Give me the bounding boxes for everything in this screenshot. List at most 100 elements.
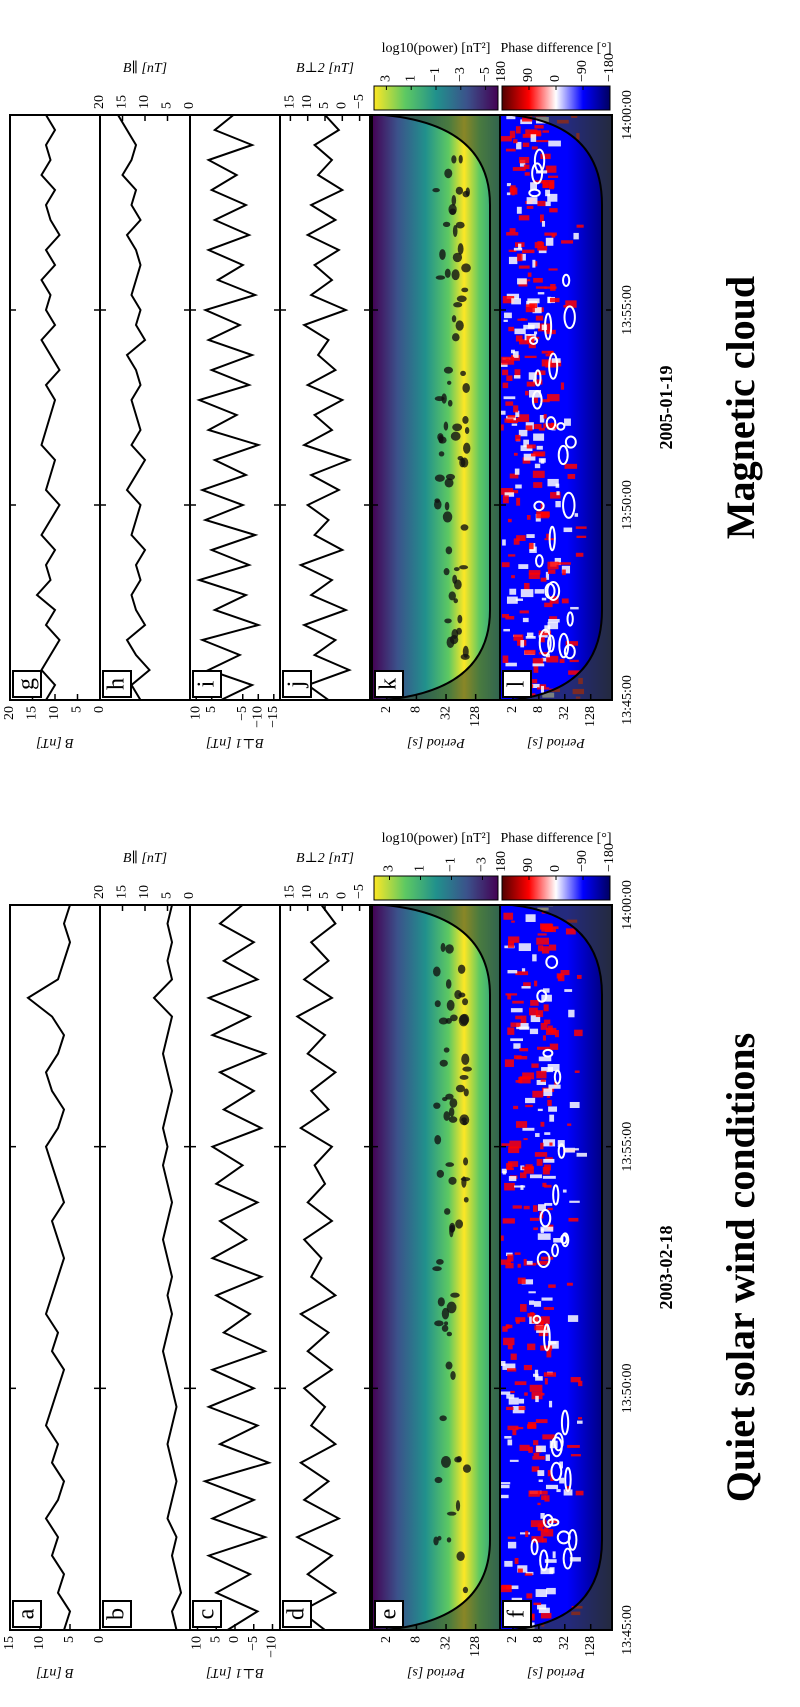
y-tick-label: 128	[583, 706, 598, 727]
contour	[447, 399, 453, 407]
phase-patch	[506, 183, 511, 187]
phase-patch	[532, 954, 537, 962]
date: 2003-02-18	[656, 1226, 676, 1310]
phase-patch	[517, 1263, 521, 1268]
phase-patch	[559, 1477, 565, 1484]
phase-patch	[534, 1152, 548, 1157]
panel: −180 −90 0 90 180 Phase difference [°] 2 8 32 128…	[494, 41, 617, 750]
phase-patch	[505, 993, 518, 996]
contour	[548, 525, 556, 552]
y-axis-label: Period [s]	[527, 1665, 586, 1680]
contour	[452, 224, 458, 237]
phase-patch	[513, 634, 524, 641]
phase-patch	[523, 1138, 528, 1141]
contour	[463, 1088, 469, 1097]
colorbar-tick-label: −1	[428, 67, 443, 82]
phase-patch	[503, 628, 510, 632]
phase-patch	[525, 304, 535, 313]
y-tick-label: 8	[531, 706, 546, 713]
contour	[446, 1301, 457, 1314]
contour	[444, 618, 452, 624]
phase-patch	[532, 1455, 545, 1460]
phase-patch	[542, 1175, 556, 1179]
phase-patch	[531, 1063, 539, 1068]
phase-patch	[507, 1541, 517, 1549]
contour	[532, 1314, 542, 1324]
phase-patch	[505, 148, 516, 152]
phase-patch	[552, 1551, 556, 1559]
contour	[449, 1098, 458, 1108]
contour	[445, 944, 454, 954]
phase-patch	[518, 265, 530, 269]
y-tick-label: 10	[190, 1636, 205, 1650]
phase-patch	[517, 278, 527, 285]
phase-patch	[546, 655, 559, 663]
phase-patch	[504, 312, 512, 319]
contour	[445, 979, 452, 989]
phase-patch	[523, 164, 530, 170]
contour	[553, 1069, 562, 1085]
phase-patch	[575, 1490, 584, 1496]
phase-patch	[537, 292, 545, 295]
y-axis-label: B⊥1 [nT]	[206, 1665, 264, 1680]
contour	[563, 305, 576, 330]
phase-patch	[523, 1364, 533, 1371]
contour	[566, 611, 574, 627]
phase-patch	[540, 153, 551, 160]
contour	[455, 1500, 461, 1512]
phase-patch	[537, 1233, 551, 1240]
phase-patch	[543, 1307, 554, 1310]
phase-patch	[549, 1142, 553, 1146]
phase-patch	[559, 658, 565, 663]
phase-patch	[515, 971, 529, 976]
colorbar-tick-label: 180	[494, 61, 509, 82]
colorbar-label: Phase difference [°]	[500, 831, 611, 846]
phase-patch	[561, 598, 569, 604]
phase-patch	[527, 1424, 532, 1429]
phase-patch	[524, 355, 537, 359]
phase-patch	[548, 140, 561, 147]
contour	[462, 1464, 472, 1473]
contour	[457, 243, 464, 255]
phase-patch	[576, 1152, 587, 1157]
phase-patch	[500, 1361, 506, 1366]
contour	[442, 511, 453, 523]
panel-frame	[499, 904, 613, 1631]
phase-patch	[521, 1166, 534, 1170]
phase-patch	[519, 610, 529, 614]
contour	[436, 1169, 445, 1178]
x-tick-label: 13:50:00	[620, 480, 635, 530]
phase-patch	[533, 331, 538, 335]
phase-patch	[500, 1482, 511, 1485]
phase-patch	[541, 1067, 554, 1073]
phase-patch	[541, 1256, 554, 1260]
phase-patch	[525, 914, 536, 922]
contour	[457, 456, 464, 461]
contour	[463, 1157, 469, 1166]
phase-patch	[526, 205, 534, 209]
y-tick-label: 10	[137, 95, 152, 109]
contour	[439, 249, 446, 260]
phase-patch	[532, 658, 544, 665]
phase-patch	[569, 1200, 580, 1203]
phase-patch	[540, 577, 547, 582]
contour	[463, 1196, 469, 1203]
phase-patch	[510, 1022, 521, 1027]
y-tick-label: 0	[182, 102, 197, 109]
phase-patch	[514, 1252, 521, 1255]
y-tick-label: 10	[47, 706, 62, 720]
contour	[458, 1014, 469, 1027]
contour	[536, 989, 548, 1003]
panel-frame	[499, 114, 613, 701]
phase-patch	[540, 458, 545, 464]
x-tick-label: 13:45:00	[620, 675, 635, 725]
phase-patch	[554, 1029, 559, 1038]
phase-patch	[541, 1495, 546, 1500]
phase-patch	[525, 390, 529, 396]
phase-patch	[543, 1088, 553, 1097]
phase-patch	[534, 463, 541, 469]
phase-patch	[528, 1446, 533, 1453]
phase-patch	[510, 185, 516, 193]
phase-patch	[545, 1484, 559, 1490]
